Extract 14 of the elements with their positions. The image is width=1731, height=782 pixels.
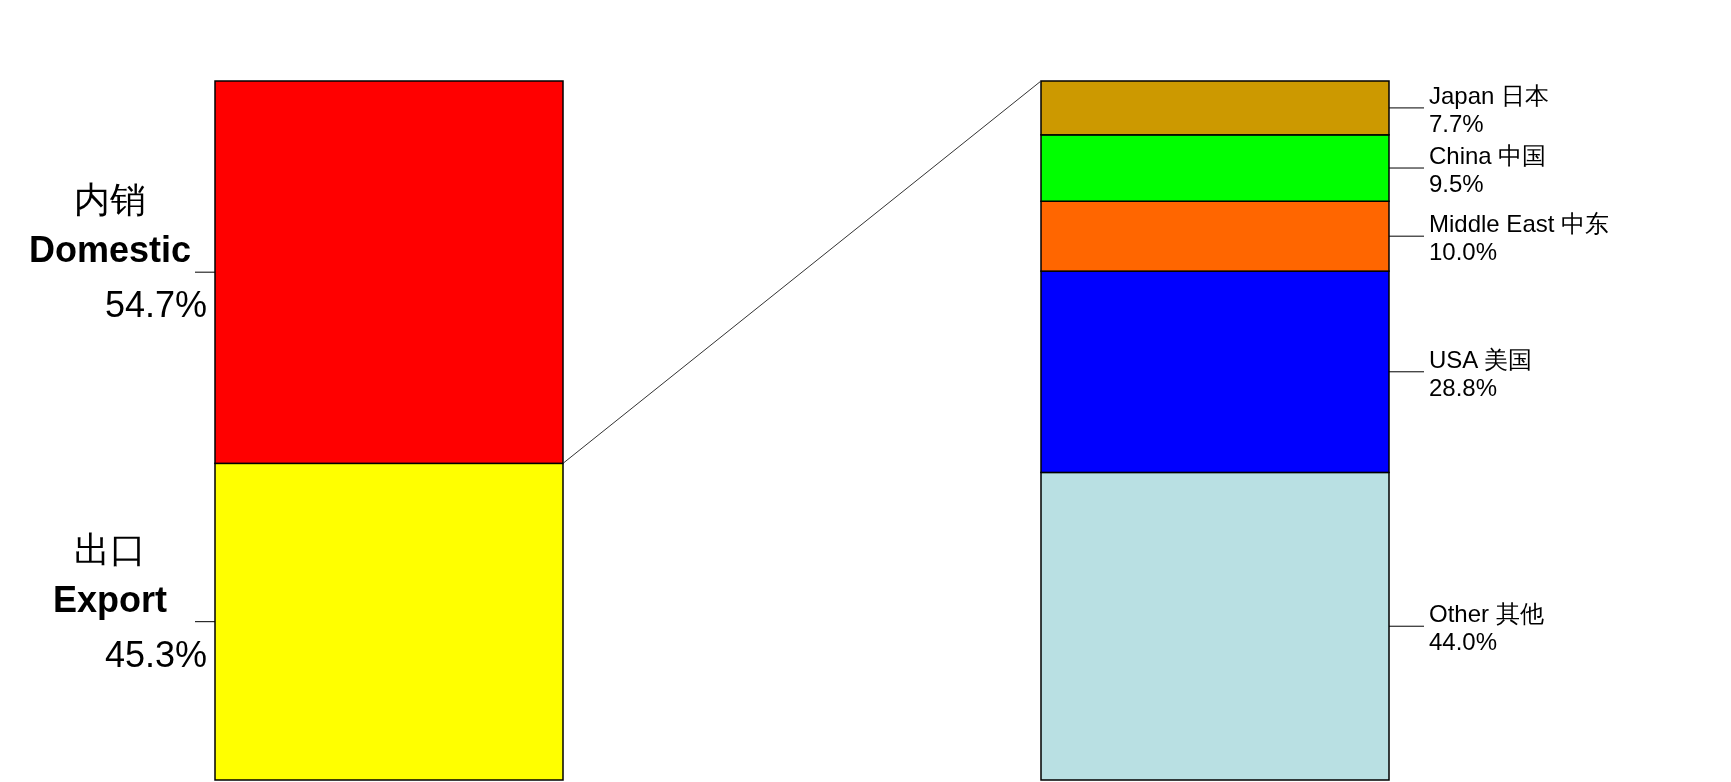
data-label: 9.5% xyxy=(1429,170,1484,198)
data-label: 44.0% xyxy=(1429,628,1498,656)
series-label: Japan 日本 xyxy=(1429,81,1550,109)
series-label: 出口 Export xyxy=(52,528,168,620)
series-label: Middle East 中东 xyxy=(1429,210,1610,238)
data-label: 45.3% xyxy=(104,633,207,675)
data-label: 7.7% xyxy=(1429,109,1484,137)
series-label: Other 其他 xyxy=(1429,600,1544,628)
data-label: 28.8% xyxy=(1429,373,1498,401)
data-label: 10.0% xyxy=(1429,238,1498,266)
data-label: 54.7% xyxy=(104,284,207,326)
series-label: 内销 Domestic xyxy=(28,179,192,271)
series-label: USA 美国 xyxy=(1429,345,1532,373)
series-label: China 中国 xyxy=(1429,142,1547,170)
